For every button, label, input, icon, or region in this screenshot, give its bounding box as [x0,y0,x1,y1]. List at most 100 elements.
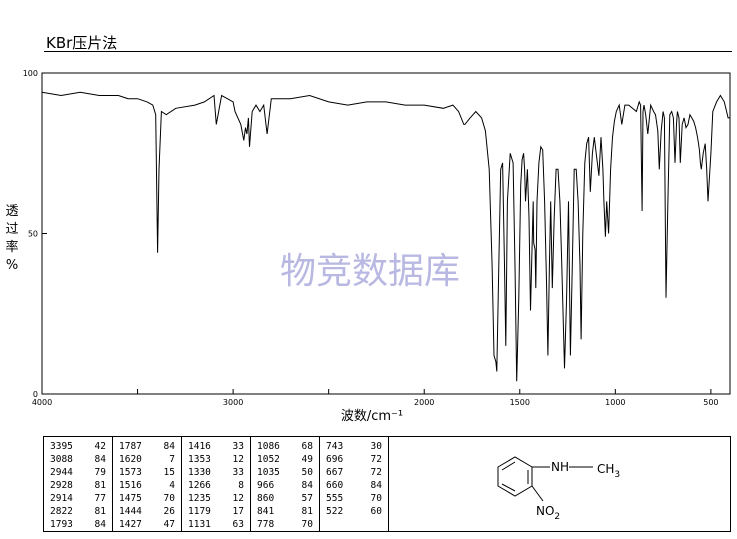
peak-transmittance: 81 [94,480,106,491]
peak-wavenumber: 1416 [188,441,211,452]
peak-wavenumber: 1035 [257,467,280,478]
peak-wavenumber: 1620 [119,454,142,465]
peak-transmittance: 84 [301,480,313,491]
peak-table-row: 2822 81 [44,505,113,518]
chemical-structure: NH CH3 NO2 [388,437,730,531]
peak-table-row: 522 60 [320,505,389,518]
peak-wavenumber: 696 [326,454,344,465]
peak-transmittance: 84 [163,441,175,452]
peak-transmittance: 50 [301,467,313,478]
peak-wavenumber: 1787 [119,441,142,452]
peak-wavenumber: 841 [257,506,275,517]
peak-transmittance: 4 [169,480,175,491]
peak-wavenumber: 1475 [119,493,142,504]
peak-transmittance: 70 [163,493,175,504]
peak-transmittance: 15 [163,467,175,478]
peak-wavenumber: 1086 [257,441,280,452]
peak-transmittance: 70 [301,519,313,530]
peak-transmittance: 72 [370,467,382,478]
peak-wavenumber: 1353 [188,454,211,465]
peak-table-row: 966 84 [251,479,320,492]
peak-transmittance: 60 [370,506,382,517]
peak-table-row: 2944 79 [44,466,113,479]
peak-wavenumber: 1052 [257,454,280,465]
peak-table-row: 743 30 [320,440,389,453]
x-tick-label: 3000 [223,398,243,407]
peak-transmittance: 77 [94,493,106,504]
peak-transmittance: 68 [301,441,313,452]
peak-table-row: 778 70 [251,518,320,531]
peak-table-row: 1052 49 [251,453,320,466]
peak-wavenumber: 1793 [50,519,73,530]
peak-table-row: 1793 84 [44,518,113,531]
y-tick-label: 100 [23,69,38,78]
peak-transmittance: 26 [163,506,175,517]
peak-table-column: 3395 42 3088 84 2944 79 2928 81 2914 77 2822 81 1793… [44,437,113,531]
x-tick-label: 1500 [510,398,530,407]
peak-table-row: 1179 17 [182,505,251,518]
peak-wavenumber: 743 [326,441,344,452]
peak-transmittance: 63 [232,519,244,530]
peak-wavenumber: 778 [257,519,275,530]
peak-transmittance: 84 [94,519,106,530]
nh-label: NH [551,460,569,474]
peak-wavenumber: 660 [326,480,344,491]
peak-wavenumber: 1179 [188,506,211,517]
peak-table-row: 1131 63 [182,518,251,531]
peak-table-row: 860 57 [251,492,320,505]
peak-table-row: 2928 81 [44,479,113,492]
peak-table-row: 1035 50 [251,466,320,479]
spectrum-line [41,91,730,382]
peak-transmittance: 79 [94,467,106,478]
peak-transmittance: 7 [169,454,175,465]
x-tick-label: 500 [703,398,718,407]
no2-label: NO2 [536,504,560,522]
peak-table-column: 1787 84 1620 7 1573 15 1516 4 1475 70 1444 26 1427 47 [113,437,182,531]
peak-wavenumber: 1427 [119,519,142,530]
peak-table-column: 1416 33 1353 12 1330 33 1266 8 1235 12 1179 17 1131 6… [182,437,251,531]
peak-wavenumber: 3395 [50,441,73,452]
peak-table-row: 1416 33 [182,440,251,453]
peak-table-row: 1620 7 [113,453,182,466]
peak-table-row: 3088 84 [44,453,113,466]
peak-transmittance: 47 [163,519,175,530]
peak-wavenumber: 2928 [50,480,73,491]
peak-table-row: 667 72 [320,466,389,479]
peak-wavenumber: 1573 [119,467,142,478]
peak-table-row: 660 84 [320,479,389,492]
peak-table-column: 1086 68 1052 49 1035 50 966 84 860 57 841 81 778 70 [251,437,320,531]
peak-wavenumber: 1235 [188,493,211,504]
peak-table-row: 1475 70 [113,492,182,505]
peak-table-row: 555 70 [320,492,389,505]
peak-table-row: 3395 42 [44,440,113,453]
y-axis-label: 透过率% [5,204,18,273]
peak-transmittance: 33 [232,467,244,478]
peak-table-row: 696 72 [320,453,389,466]
peak-transmittance: 12 [232,493,244,504]
ch3-label: CH3 [597,462,620,480]
peak-wavenumber: 2914 [50,493,73,504]
peak-wavenumber: 3088 [50,454,73,465]
y-tick-label: 0 [33,390,38,399]
peak-transmittance: 42 [94,441,106,452]
peak-table-row: 1235 12 [182,492,251,505]
peak-table: 3395 42 3088 84 2944 79 2928 81 2914 77 2822 81 1793… [43,436,731,532]
peak-table-row: 1353 12 [182,453,251,466]
peak-transmittance: 81 [301,506,313,517]
peak-table-row: 1573 15 [113,466,182,479]
peak-table-row: 2914 77 [44,492,113,505]
peak-table-row: 1444 26 [113,505,182,518]
peak-wavenumber: 1444 [119,506,142,517]
peak-transmittance: 84 [94,454,106,465]
plot-frame [41,72,731,395]
peak-wavenumber: 1131 [188,519,211,530]
peak-table-row: 1787 84 [113,440,182,453]
peak-transmittance: 17 [232,506,244,517]
peak-table-row: 1427 47 [113,518,182,531]
peak-transmittance: 57 [301,493,313,504]
peak-transmittance: 8 [238,480,244,491]
peak-wavenumber: 966 [257,480,275,491]
peak-table-row: 1086 68 [251,440,320,453]
peak-transmittance: 70 [370,493,382,504]
peak-transmittance: 72 [370,454,382,465]
